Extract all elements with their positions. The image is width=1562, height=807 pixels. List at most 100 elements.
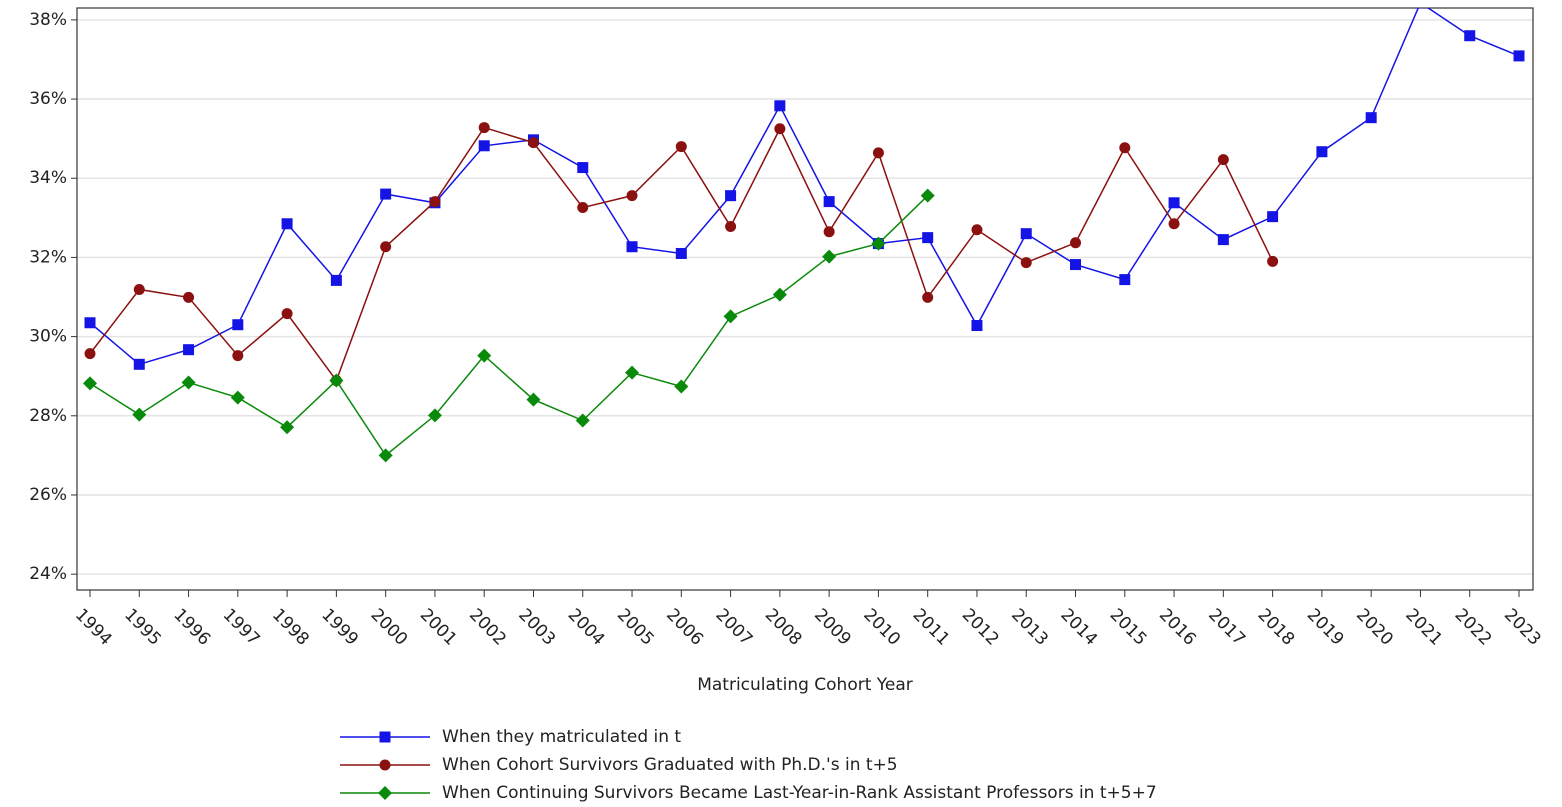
x-tick-label: 2004 [564, 605, 609, 650]
x-tick-label: 1999 [317, 605, 362, 650]
legend-label: When they matriculated in t [442, 727, 681, 747]
marker [723, 309, 738, 324]
legend-marker [379, 731, 391, 743]
marker [774, 100, 786, 112]
marker [1414, 8, 1426, 9]
marker [626, 190, 638, 202]
marker [478, 140, 490, 152]
x-tick-label: 2010 [859, 605, 904, 650]
marker [1168, 197, 1180, 209]
x-tick-label: 2008 [761, 605, 806, 650]
marker [330, 274, 342, 286]
marker [1119, 142, 1131, 154]
marker [1168, 218, 1180, 230]
marker [675, 141, 687, 153]
marker [181, 375, 196, 390]
marker [1316, 146, 1328, 158]
marker [1070, 259, 1082, 271]
y-tick-label: 30% [29, 327, 67, 347]
series-line [89, 8, 1520, 366]
x-tick-label: 2006 [662, 605, 707, 650]
marker [183, 344, 195, 356]
marker [922, 232, 934, 244]
y-tick-label: 24% [29, 564, 67, 584]
x-tick-label: 2007 [712, 605, 757, 650]
marker [1464, 30, 1476, 42]
marker [575, 413, 590, 428]
x-tick-label: 2013 [1007, 605, 1052, 650]
x-tick-label: 1995 [120, 605, 165, 650]
marker [1217, 234, 1229, 246]
marker [1513, 50, 1525, 62]
x-tick-label: 2020 [1352, 605, 1397, 650]
marker [1217, 154, 1229, 166]
x-tick-label: 2017 [1204, 605, 1249, 650]
x-tick-label: 2023 [1500, 605, 1545, 650]
marker [971, 224, 983, 236]
marker [378, 448, 393, 463]
x-tick-label: 2009 [810, 605, 855, 650]
x-tick-label: 1998 [268, 605, 313, 650]
legend-marker [378, 786, 392, 800]
legend-label: When Continuing Survivors Became Last-Ye… [442, 783, 1157, 803]
marker [971, 320, 983, 332]
x-tick-label: 2016 [1155, 605, 1200, 650]
x-tick-label: 2014 [1056, 605, 1101, 650]
x-axis-title: Matriculating Cohort Year [697, 675, 913, 695]
marker [232, 319, 244, 331]
x-tick-label: 2022 [1451, 605, 1496, 650]
marker [675, 247, 687, 259]
marker [922, 291, 934, 303]
series-line [89, 195, 929, 457]
plot-area [83, 8, 1525, 463]
y-tick-label: 34% [29, 168, 67, 188]
marker [674, 379, 689, 394]
x-tick-label: 1994 [71, 605, 116, 650]
marker [872, 147, 884, 159]
x-tick-label: 2018 [1254, 605, 1299, 650]
marker [823, 226, 835, 238]
marker [725, 221, 737, 233]
marker [380, 241, 392, 253]
marker [1020, 228, 1032, 240]
y-tick-label: 38% [29, 10, 67, 30]
marker [133, 283, 145, 295]
plot-frame [76, 7, 1534, 591]
marker [526, 392, 541, 407]
x-tick-label: 2005 [613, 605, 658, 650]
marker [774, 123, 786, 135]
marker [132, 407, 147, 422]
marker [84, 317, 96, 329]
marker [577, 202, 589, 214]
x-tick-label: 2011 [909, 605, 954, 650]
marker [920, 188, 935, 203]
marker [871, 236, 886, 251]
marker [725, 190, 737, 202]
marker [133, 358, 145, 370]
marker [281, 308, 293, 320]
marker [527, 137, 539, 149]
marker [1267, 211, 1279, 223]
legend-label: When Cohort Survivors Graduated with Ph.… [442, 755, 898, 775]
marker [427, 408, 442, 423]
marker [280, 420, 295, 435]
marker [84, 348, 96, 360]
y-tick-label: 28% [29, 406, 67, 426]
marker [577, 162, 589, 174]
marker [230, 390, 245, 405]
marker [1020, 257, 1032, 269]
x-tick-label: 2012 [958, 605, 1003, 650]
marker [1267, 255, 1279, 267]
marker [1119, 274, 1131, 286]
x-tick-label: 2000 [367, 605, 412, 650]
y-tick-label: 26% [29, 485, 67, 505]
x-tick-label: 2015 [1106, 605, 1151, 650]
marker [281, 218, 293, 230]
x-tick-label: 2001 [416, 605, 461, 650]
x-tick-label: 2019 [1303, 605, 1348, 650]
x-tick-label: 1997 [219, 605, 264, 650]
marker [822, 249, 837, 264]
y-tick-label: 32% [29, 247, 67, 267]
x-tick-label: 2003 [514, 605, 559, 650]
